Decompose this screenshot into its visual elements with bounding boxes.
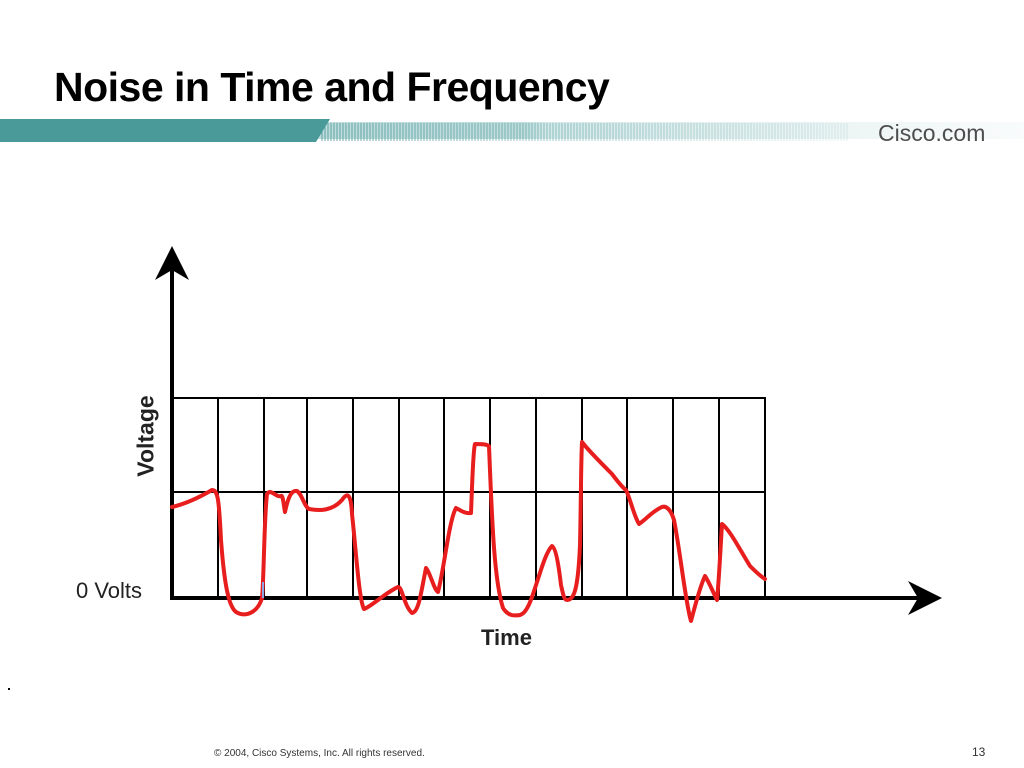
grid-verticals xyxy=(217,398,720,597)
banner-fade xyxy=(310,122,1024,139)
slide-title: Noise in Time and Frequency xyxy=(54,64,610,110)
copyright-footer: © 2004, Cisco Systems, Inc. All rights r… xyxy=(214,748,425,759)
zero-volts-label: 0 Volts xyxy=(76,578,143,603)
noise-signal-trace xyxy=(170,440,767,623)
y-axis-arrow-icon xyxy=(155,246,189,280)
banner-stripes xyxy=(321,123,848,141)
page-number: 13 xyxy=(972,745,986,759)
x-axis-label: Time xyxy=(481,625,532,650)
stray-dot xyxy=(8,688,10,690)
y-axis-label: Voltage xyxy=(132,395,159,477)
grid-frame xyxy=(171,397,766,598)
cisco-logo-text: Cisco.com xyxy=(878,120,986,146)
banner-band xyxy=(0,119,330,142)
x-axis-arrow-icon xyxy=(908,581,942,615)
